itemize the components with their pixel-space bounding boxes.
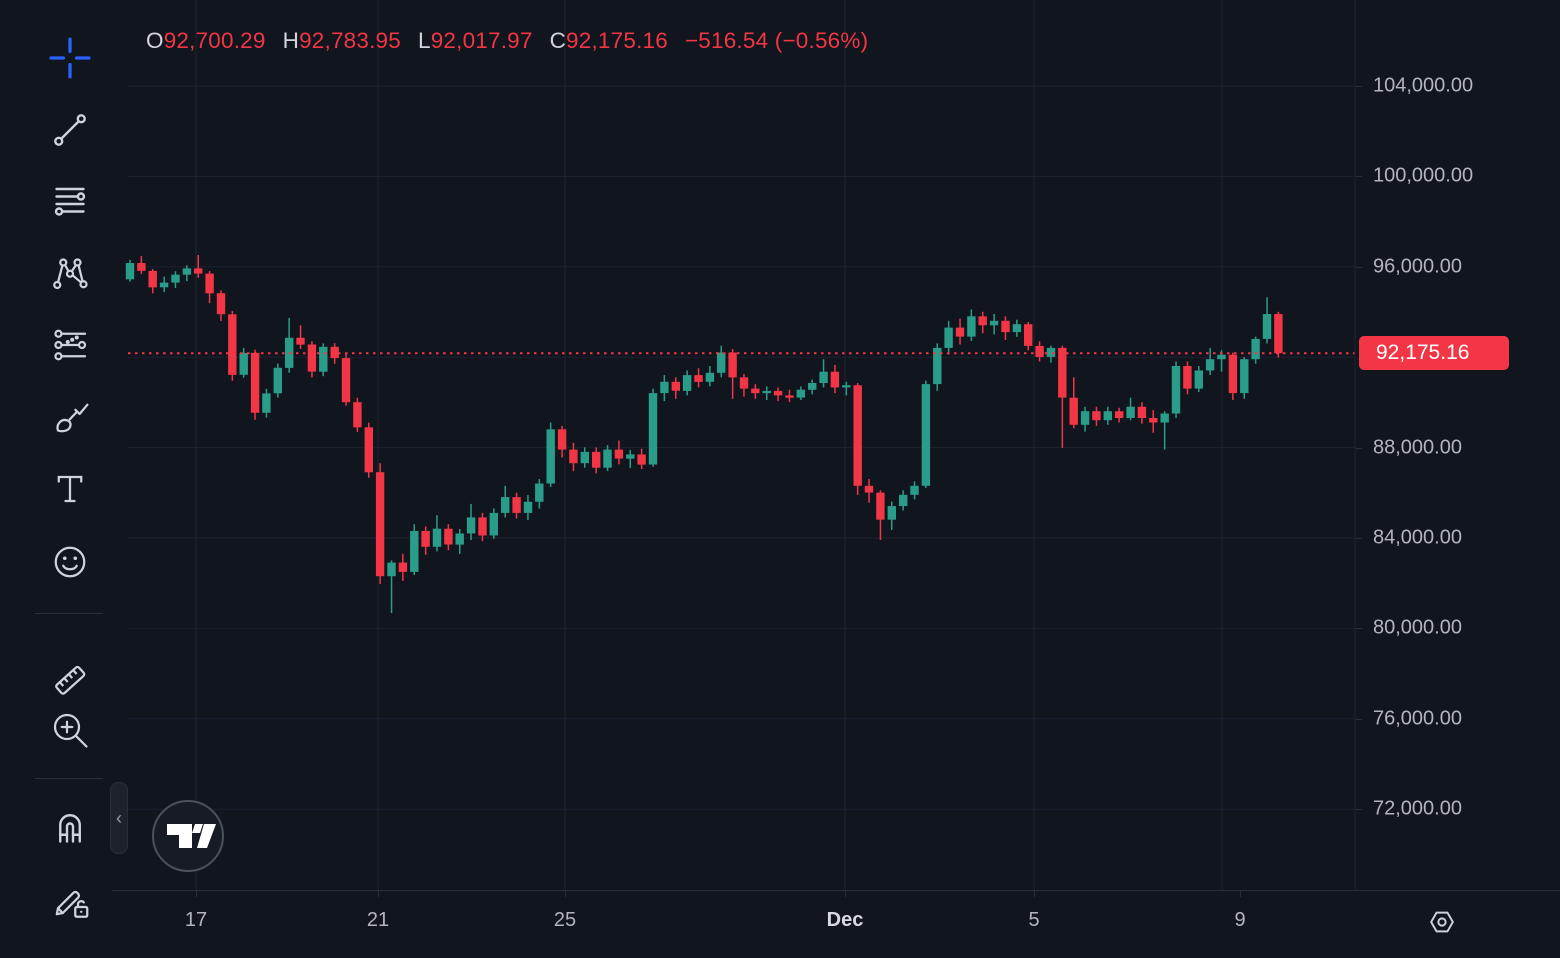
last-price-badge: 92,175.16 (1359, 336, 1509, 371)
crosshair-icon (49, 37, 91, 79)
time-tick-label: 5 (1028, 909, 1040, 931)
chevron-left-icon: ‹ (116, 808, 122, 828)
zoom-in-icon (53, 713, 88, 748)
legend-c-value: C92,175.16 (549, 28, 668, 53)
magnet-icon (59, 814, 81, 843)
fib-retracement-icon (54, 187, 86, 216)
text-tool[interactable] (47, 466, 93, 512)
legend-o-value: O92,700.29 (146, 28, 266, 53)
measure-tool[interactable] (47, 657, 93, 703)
legend-l-value: L92,017.97 (417, 28, 533, 53)
toolbar-divider (35, 613, 103, 614)
ohlc-legend: O92,700.29 H92,783.95 L92,017.97 C92,175.16… (146, 28, 868, 54)
drawing-toolbar (0, 0, 112, 958)
zoom-in-tool[interactable] (47, 707, 93, 753)
price-axis[interactable]: 104,000.00 100,000.00 96,000.00 88,000.00 84… (1356, 0, 1560, 890)
toolbar-divider (35, 778, 103, 779)
fib-retracement-tool[interactable] (47, 178, 93, 224)
time-tick-label: Dec (826, 909, 864, 931)
brush-tool[interactable] (47, 394, 93, 440)
price-tick-label: 104,000.00 (1373, 74, 1474, 97)
time-tick-label: 21 (366, 909, 390, 931)
ruler-icon (55, 665, 86, 695)
tradingview-logo[interactable] (152, 800, 224, 872)
projection-icon (54, 329, 87, 361)
axis-settings-button[interactable] (1424, 904, 1460, 940)
emoji-icon (54, 546, 86, 578)
pattern-tool[interactable] (47, 250, 93, 296)
price-tick-label: 76,000.00 (1373, 707, 1462, 730)
time-tick-label: 9 (1234, 909, 1246, 931)
time-axis[interactable]: 17 21 25 Dec 5 9 (112, 890, 1560, 958)
text-icon (57, 475, 83, 503)
xabcd-pattern-icon (53, 258, 88, 290)
legend-change: −516.54 (−0.56%) (684, 28, 869, 53)
crosshair-tool[interactable] (47, 35, 93, 81)
tradingview-logo-icon (167, 824, 216, 848)
price-tick-label: 96,000.00 (1373, 255, 1462, 278)
price-tick-label: 72,000.00 (1373, 797, 1462, 820)
price-tick-label: 84,000.00 (1373, 526, 1462, 549)
candlestick-chart[interactable] (0, 0, 1560, 890)
legend-h-value: H92,783.95 (282, 28, 401, 53)
price-tick-label: 100,000.00 (1373, 164, 1474, 187)
trend-line-icon (54, 114, 86, 146)
projection-tool[interactable] (47, 322, 93, 368)
drawing-lock-tool[interactable] (47, 878, 93, 924)
emoji-tool[interactable] (47, 539, 93, 585)
brush-icon (56, 403, 89, 433)
toolbar-collapse-button[interactable]: ‹ (110, 782, 128, 854)
price-tick-label: 80,000.00 (1373, 616, 1462, 639)
drawing-lock-icon (55, 890, 89, 918)
magnet-tool[interactable] (47, 805, 93, 851)
gear-icon (1430, 911, 1454, 933)
time-tick-label: 17 (184, 909, 208, 931)
price-tick-label: 88,000.00 (1373, 436, 1462, 459)
trend-line-tool[interactable] (47, 107, 93, 153)
time-tick-label: 25 (553, 909, 577, 931)
